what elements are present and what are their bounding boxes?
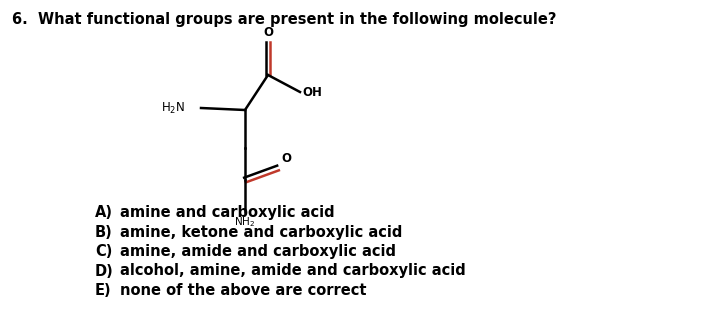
Text: $\mathrm{NH_2}$: $\mathrm{NH_2}$ [234,215,256,229]
Text: O: O [281,152,291,165]
Text: C): C) [95,244,113,259]
Text: OH: OH [302,86,322,99]
Text: amine, ketone and carboxylic acid: amine, ketone and carboxylic acid [120,224,402,240]
Text: E): E) [95,283,111,298]
Text: none of the above are correct: none of the above are correct [120,283,366,298]
Text: amine, amide and carboxylic acid: amine, amide and carboxylic acid [120,244,396,259]
Text: amine and carboxylic acid: amine and carboxylic acid [120,205,335,220]
Text: O: O [263,26,273,39]
Text: 6.  What functional groups are present in the following molecule?: 6. What functional groups are present in… [12,12,556,27]
Text: D): D) [95,263,113,279]
Text: A): A) [95,205,113,220]
Text: $\mathrm{H_2N}$: $\mathrm{H_2N}$ [161,100,185,116]
Text: alcohol, amine, amide and carboxylic acid: alcohol, amine, amide and carboxylic aci… [120,263,466,279]
Text: B): B) [95,224,113,240]
